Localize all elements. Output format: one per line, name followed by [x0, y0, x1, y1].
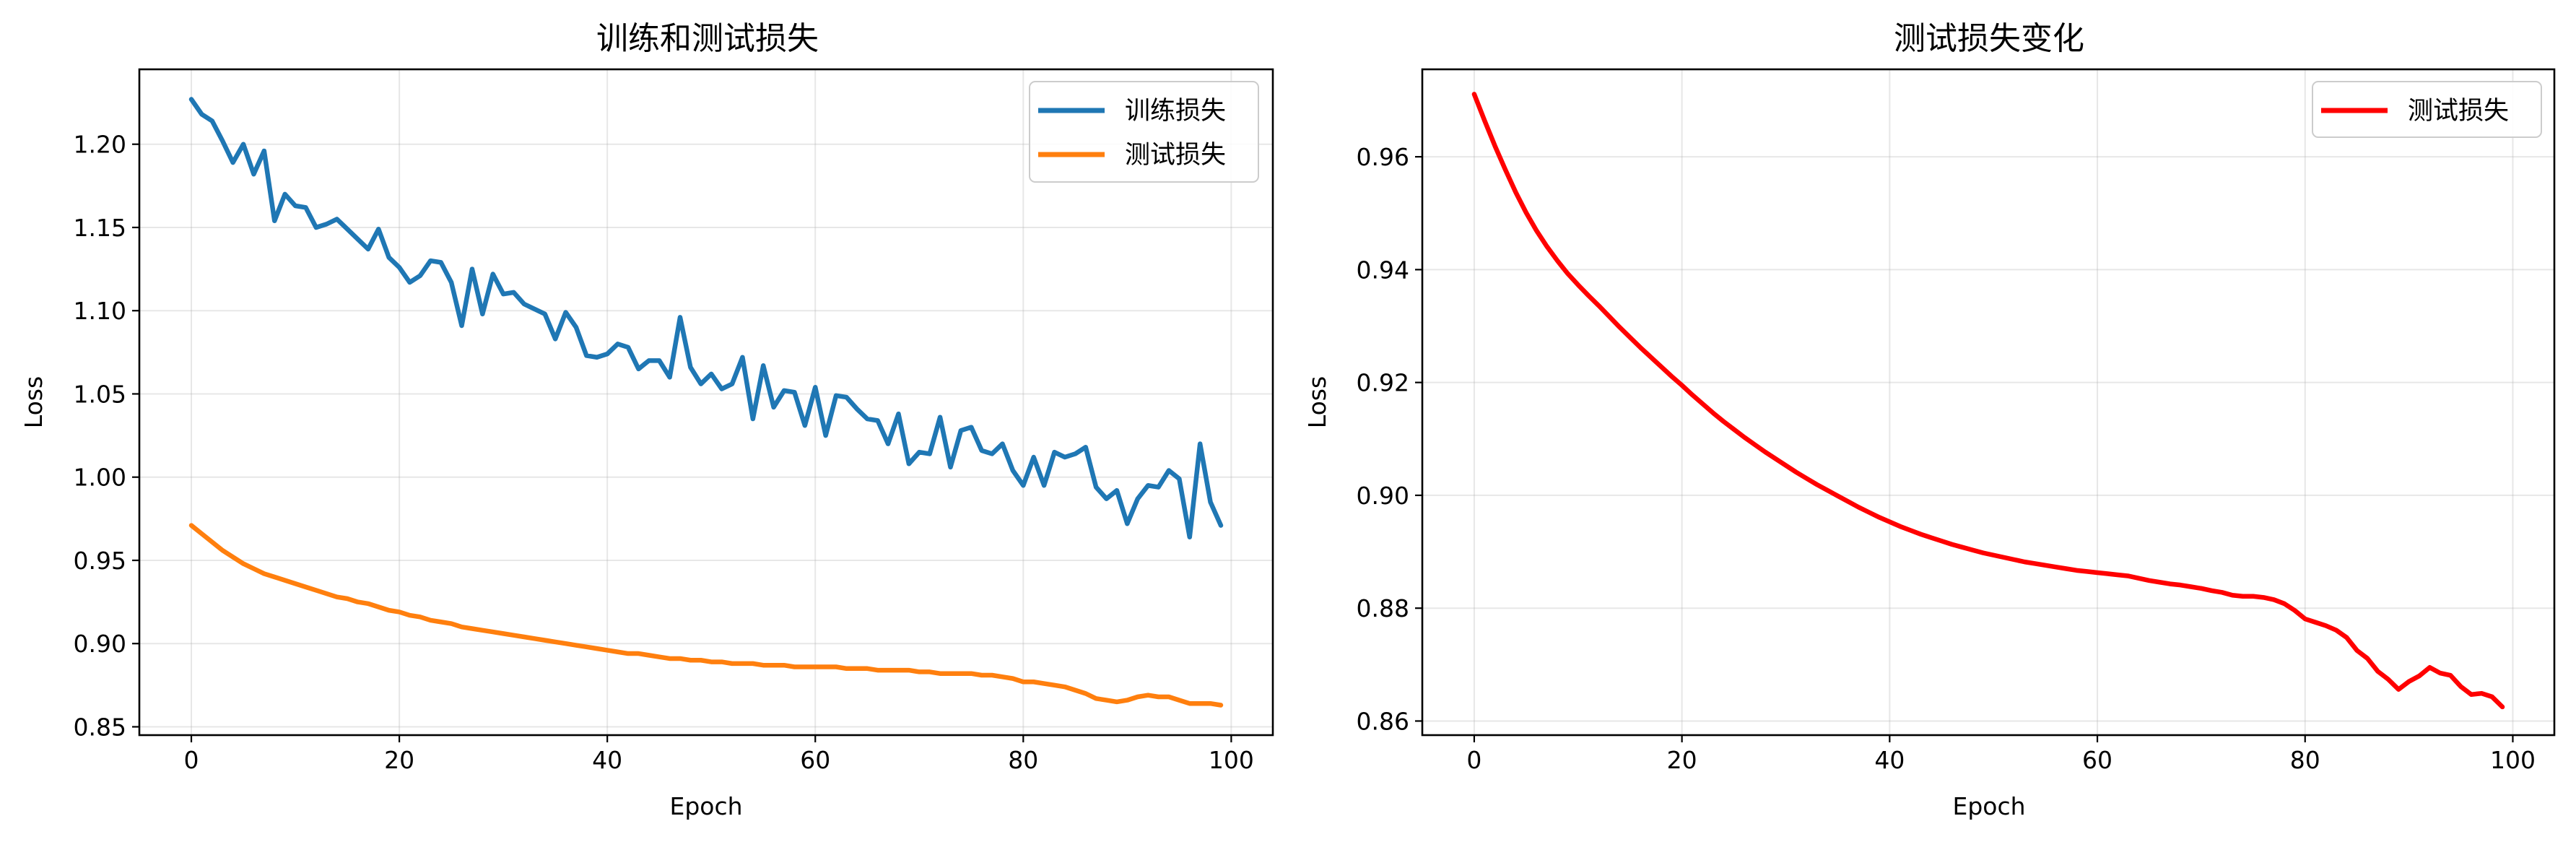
- x-tick-label: 100: [2490, 746, 2536, 774]
- series-line-0: [188, 97, 1224, 539]
- plot-frame: [138, 68, 1274, 737]
- legend-label-train: 训练损失: [1125, 97, 1226, 126]
- y-tick-label: 0.86: [1357, 707, 1409, 735]
- legend-box: [2312, 81, 2542, 138]
- y-tick-label: 0.96: [1357, 143, 1409, 171]
- x-tick-label: 40: [592, 746, 622, 774]
- y-tick-label: 1.05: [74, 380, 126, 408]
- y-tick-label: 0.90: [74, 630, 126, 658]
- x-tick-label: 0: [1466, 746, 1481, 774]
- y-tick-label: 1.15: [74, 214, 126, 242]
- x-tick-label: 80: [2290, 746, 2320, 774]
- x-tick-label: 60: [2082, 746, 2112, 774]
- y-tick-label: 0.85: [74, 713, 126, 741]
- x-axis-label: Epoch: [669, 792, 742, 820]
- x-tick-label: 20: [384, 746, 414, 774]
- x-tick-label: 20: [1667, 746, 1697, 774]
- chart-title: 训练和测试损失: [596, 20, 819, 57]
- y-tick-label: 0.88: [1357, 594, 1409, 622]
- plot-frame: [1421, 68, 2556, 737]
- series-line-0: [1471, 92, 2505, 710]
- x-tick-label: 0: [184, 746, 199, 774]
- y-tick-label: 0.90: [1357, 482, 1409, 510]
- legend: 训练损失 测试损失: [1029, 81, 1259, 183]
- x-tick-label: 60: [800, 746, 830, 774]
- legend-label-test: 测试损失: [2408, 97, 2509, 126]
- series-line-1: [188, 523, 1224, 708]
- legend: 测试损失: [2312, 81, 2542, 138]
- x-tick-label: 80: [1008, 746, 1038, 774]
- y-tick-label: 0.92: [1357, 369, 1409, 397]
- x-tick-label: 100: [1209, 746, 1254, 774]
- y-axis-label: Loss: [1303, 376, 1331, 428]
- chart-title: 测试损失变化: [1894, 20, 2084, 57]
- y-tick-label: 1.00: [74, 464, 126, 492]
- y-axis-label: Loss: [19, 376, 48, 428]
- chart-test-loss-change: 测试损失变化 0 20 40 60 80 100 0.86 0.88 0.90 0.92 0.94 0…: [1303, 20, 2556, 820]
- y-tick-label: 1.20: [74, 131, 126, 159]
- legend-label-test: 测试损失: [1125, 141, 1226, 170]
- y-tick-label: 0.94: [1357, 256, 1409, 284]
- x-tick-label: 40: [1874, 746, 1905, 774]
- y-tick-label: 1.10: [74, 297, 126, 325]
- x-axis-label: Epoch: [1952, 792, 2025, 820]
- chart-train-test-loss: 训练和测试损失 0 20 40 60 80 100 0.85 0.90 0.95 1.00 1.05…: [19, 20, 1274, 820]
- y-tick-label: 0.95: [74, 547, 126, 575]
